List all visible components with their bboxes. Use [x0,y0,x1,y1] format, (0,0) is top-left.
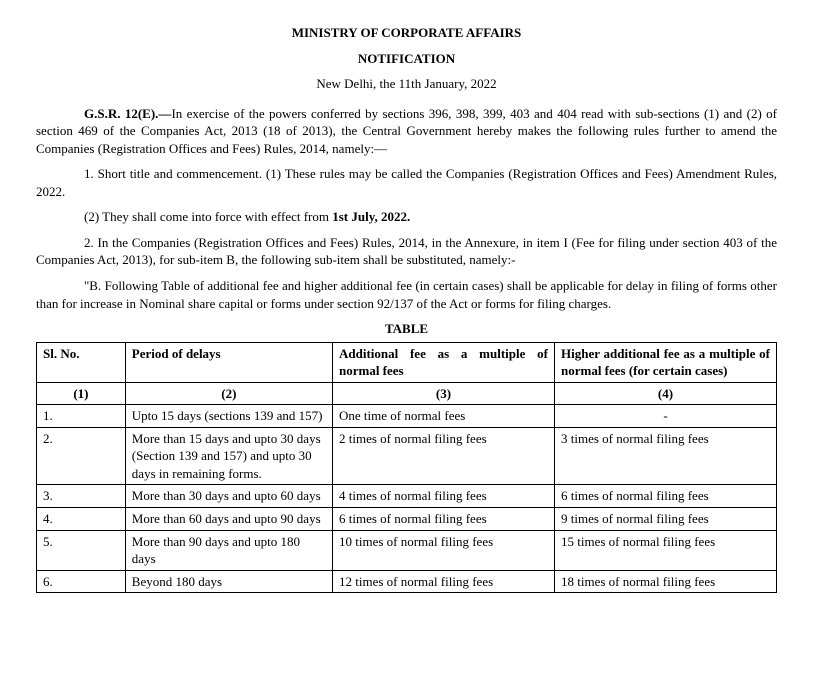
col-header-additional: Additional fee as a multiple of normal f… [332,342,554,382]
cell-higher: 6 times of normal filing fees [554,485,776,508]
cell-higher: 3 times of normal filing fees [554,427,776,485]
col-header-higher: Higher additional fee as a multiple of n… [554,342,776,382]
col-header-sl: Sl. No. [37,342,126,382]
table-title: TABLE [36,320,777,338]
cell-higher: 15 times of normal filing fees [554,530,776,570]
cell-sl: 6. [37,570,126,593]
para-2: (2) They shall come into force with effe… [36,208,777,226]
table-number-row: (1) (2) (3) (4) [37,382,777,405]
cell-sl: 2. [37,427,126,485]
colnum-4: (4) [554,382,776,405]
cell-additional: One time of normal fees [332,405,554,428]
cell-period: More than 90 days and upto 180 days [125,530,332,570]
cell-sl: 3. [37,485,126,508]
table-row: 4. More than 60 days and upto 90 days 6 … [37,508,777,531]
cell-sl: 1. [37,405,126,428]
cell-period: Beyond 180 days [125,570,332,593]
cell-higher: - [554,405,776,428]
notification-heading: NOTIFICATION [36,50,777,68]
cell-sl: 4. [37,508,126,531]
cell-additional: 10 times of normal filing fees [332,530,554,570]
table-row: 1. Upto 15 days (sections 139 and 157) O… [37,405,777,428]
doc-type: NOTIFICATION [36,50,777,68]
cell-additional: 6 times of normal filing fees [332,508,554,531]
col-header-period: Period of delays [125,342,332,382]
colnum-3: (3) [332,382,554,405]
colnum-2: (2) [125,382,332,405]
cell-period: More than 30 days and upto 60 days [125,485,332,508]
fees-table: Sl. No. Period of delays Additional fee … [36,342,777,594]
table-row: 5. More than 90 days and upto 180 days 1… [37,530,777,570]
para-2-bold: 1st July, 2022. [332,209,410,224]
cell-additional: 4 times of normal filing fees [332,485,554,508]
cell-additional: 12 times of normal filing fees [332,570,554,593]
cell-period: More than 15 days and upto 30 days (Sect… [125,427,332,485]
cell-higher: 9 times of normal filing fees [554,508,776,531]
ministry-heading: MINISTRY OF CORPORATE AFFAIRS [36,24,777,42]
dateline: New Delhi, the 11th January, 2022 [36,75,777,93]
para-4: "B. Following Table of additional fee an… [36,277,777,312]
para-2-pre: (2) They shall come into force with effe… [84,209,332,224]
table-row: 3. More than 30 days and upto 60 days 4 … [37,485,777,508]
cell-sl: 5. [37,530,126,570]
para-1: 1. Short title and commencement. (1) The… [36,165,777,200]
para-3: 2. In the Companies (Registration Office… [36,234,777,269]
table-row: 2. More than 15 days and upto 30 days (S… [37,427,777,485]
cell-period: Upto 15 days (sections 139 and 157) [125,405,332,428]
table-row: 6. Beyond 180 days 12 times of normal fi… [37,570,777,593]
gsr-label: G.S.R. 12(E).— [84,106,171,121]
colnum-1: (1) [37,382,126,405]
table-header-row: Sl. No. Period of delays Additional fee … [37,342,777,382]
cell-period: More than 60 days and upto 90 days [125,508,332,531]
cell-additional: 2 times of normal filing fees [332,427,554,485]
ministry-title: MINISTRY OF CORPORATE AFFAIRS [36,24,777,42]
para-gsr: G.S.R. 12(E).—In exercise of the powers … [36,105,777,158]
cell-higher: 18 times of normal filing fees [554,570,776,593]
